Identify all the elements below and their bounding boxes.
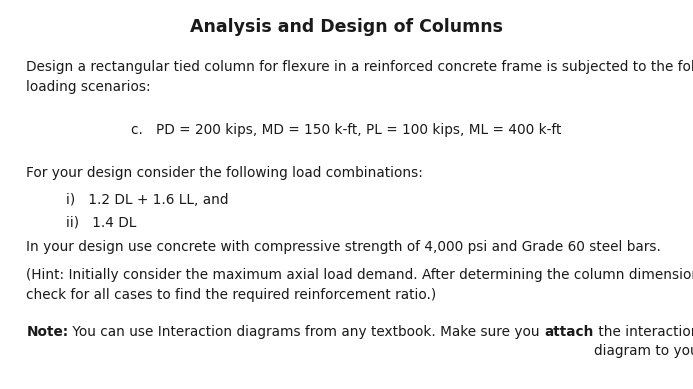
Text: ii)   1.4 DL: ii) 1.4 DL — [66, 215, 137, 229]
Text: Analysis and Design of Columns: Analysis and Design of Columns — [190, 18, 503, 35]
Text: attach: attach — [544, 325, 594, 339]
Text: Design a rectangular tied column for flexure in a reinforced concrete frame is s: Design a rectangular tied column for fle… — [26, 60, 693, 94]
Text: For your design consider the following load combinations:: For your design consider the following l… — [26, 166, 423, 180]
Text: You can use Interaction diagrams from any textbook. Make sure you: You can use Interaction diagrams from an… — [69, 325, 544, 339]
Text: c.   PD = 200 kips, MD = 150 k-ft, PL = 100 kips, ML = 400 k-ft: c. PD = 200 kips, MD = 150 k-ft, PL = 10… — [131, 123, 562, 137]
Text: In your design use concrete with compressive strength of 4,000 psi and Grade 60 : In your design use concrete with compres… — [26, 240, 661, 254]
Text: i)   1.2 DL + 1.6 LL, and: i) 1.2 DL + 1.6 LL, and — [66, 193, 228, 207]
Text: (Hint: Initially consider the maximum axial load demand. After determining the c: (Hint: Initially consider the maximum ax… — [26, 268, 693, 302]
Text: the interaction
diagram to your solution indicating how it was used.: the interaction diagram to your solution… — [594, 325, 693, 358]
Text: Note:: Note: — [26, 325, 69, 339]
